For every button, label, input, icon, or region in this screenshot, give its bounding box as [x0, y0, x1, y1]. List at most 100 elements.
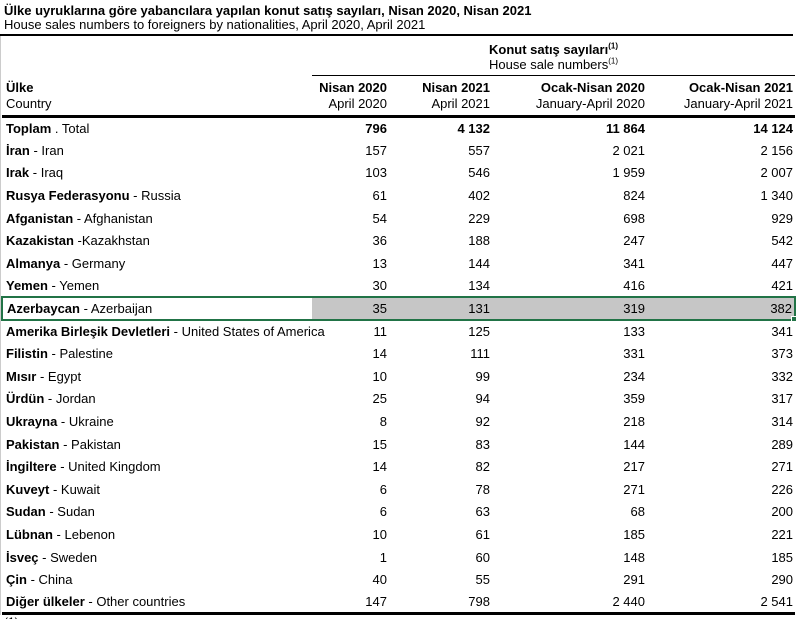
value-cell[interactable]: 55 [475, 572, 490, 588]
country-name-cell[interactable]: Çin - China [2, 568, 312, 591]
country-name-cell[interactable]: Ukrayna - Ukraine [2, 410, 312, 433]
value-cell[interactable]: 217 [623, 459, 645, 475]
value-cell[interactable]: 824 [623, 188, 645, 204]
column-header-nisan-2021[interactable]: Nisan 2021 April 2021 [389, 75, 492, 118]
value-cell[interactable]: 314 [647, 410, 795, 433]
country-name-cell[interactable]: Ürdün - Jordan [2, 388, 312, 411]
value-cell[interactable]: 2 440 [612, 594, 645, 610]
value-cell[interactable]: 221 [647, 523, 795, 546]
value-cell[interactable]: 10 [372, 368, 387, 384]
value-cell[interactable]: 317 [647, 388, 795, 411]
value-cell[interactable]: 542 [647, 229, 795, 252]
value-cell[interactable]: 148 [623, 549, 645, 565]
value-cell[interactable]: 134 [468, 277, 490, 293]
country-name-cell[interactable]: İngiltere - United Kingdom [2, 455, 312, 478]
value-cell[interactable]: 144 [623, 436, 645, 452]
value-cell[interactable]: 2 156 [647, 139, 795, 162]
value-cell[interactable]: 133 [623, 324, 645, 340]
value-cell[interactable]: 271 [623, 481, 645, 497]
value-cell[interactable]: 36 [372, 233, 387, 249]
group-header-cell[interactable]: Konut satış sayıları(1) House sale numbe… [312, 36, 796, 76]
value-cell[interactable]: 30 [372, 277, 387, 293]
value-cell[interactable]: 2 007 [647, 162, 795, 185]
value-cell[interactable]: 234 [623, 368, 645, 384]
value-cell[interactable]: 289 [647, 433, 795, 456]
country-name-cell[interactable]: İsveç - Sweden [2, 546, 312, 569]
value-cell[interactable]: 416 [623, 277, 645, 293]
value-cell[interactable]: 60 [475, 549, 490, 565]
value-cell[interactable]: 54 [372, 210, 387, 226]
value-cell[interactable]: 13 [372, 255, 387, 271]
country-name-cell[interactable]: Diğer ülkeler - Other countries [2, 591, 312, 614]
column-header-ocak-nisan-2020[interactable]: Ocak-Nisan 2020 January-April 2020 [492, 75, 647, 118]
value-cell[interactable]: 83 [475, 436, 490, 452]
country-name-cell[interactable]: Pakistan - Pakistan [2, 433, 312, 456]
country-name-cell[interactable]: Kuveyt - Kuwait [2, 478, 312, 501]
value-cell[interactable]: 157 [365, 142, 387, 158]
value-cell[interactable]: 331 [623, 346, 645, 362]
value-cell[interactable]: 2 541 [647, 591, 795, 614]
value-cell[interactable]: 35 [312, 296, 389, 321]
value-cell[interactable]: 10 [372, 526, 387, 542]
value-cell[interactable]: 68 [630, 504, 645, 520]
value-cell[interactable]: 11 864 [605, 121, 645, 137]
value-cell[interactable]: 319 [492, 296, 647, 321]
value-cell[interactable]: 144 [468, 255, 490, 271]
value-cell[interactable]: 131 [389, 296, 492, 321]
value-cell[interactable]: 185 [647, 546, 795, 569]
country-header-cell[interactable]: Ülke Country [2, 75, 312, 118]
value-cell[interactable]: 291 [623, 572, 645, 588]
value-cell[interactable]: 188 [468, 233, 490, 249]
value-cell[interactable]: 373 [647, 342, 795, 365]
value-cell[interactable]: 2 021 [612, 142, 645, 158]
value-cell[interactable]: 1 340 [647, 184, 795, 207]
value-cell[interactable]: 6 [379, 481, 387, 497]
value-cell[interactable]: 382 [647, 296, 798, 322]
country-name-cell[interactable]: Irak - Iraq [2, 162, 312, 185]
value-cell[interactable]: 99 [475, 368, 490, 384]
country-name-cell[interactable]: Rusya Federasyonu - Russia [2, 184, 312, 207]
value-cell[interactable]: 11 [373, 324, 388, 340]
value-cell[interactable]: 103 [365, 165, 387, 181]
value-cell[interactable]: 8 [379, 414, 387, 430]
country-name-cell[interactable]: Mısır - Egypt [2, 365, 312, 388]
value-cell[interactable]: 15 [372, 436, 387, 452]
value-cell[interactable]: 1 959 [612, 165, 645, 181]
value-cell[interactable]: 557 [468, 142, 490, 158]
fill-handle[interactable] [791, 315, 798, 322]
value-cell[interactable]: 796 [365, 121, 387, 137]
value-cell[interactable]: 359 [623, 391, 645, 407]
value-cell[interactable]: 218 [623, 414, 645, 430]
value-cell[interactable]: 798 [468, 594, 490, 610]
value-cell[interactable]: 40 [372, 572, 387, 588]
value-cell[interactable]: 447 [647, 252, 795, 275]
value-cell[interactable]: 271 [647, 455, 795, 478]
value-cell[interactable]: 226 [647, 478, 795, 501]
column-header-nisan-2020[interactable]: Nisan 2020 April 2020 [312, 75, 389, 118]
value-cell[interactable]: 402 [468, 188, 490, 204]
value-cell[interactable]: 546 [468, 165, 490, 181]
value-cell[interactable]: 61 [475, 526, 490, 542]
value-cell[interactable]: 341 [647, 320, 795, 343]
value-cell[interactable]: 78 [475, 481, 490, 497]
value-cell[interactable]: 63 [475, 504, 490, 520]
value-cell[interactable]: 698 [623, 210, 645, 226]
country-name-cell[interactable]: Almanya - Germany [2, 252, 312, 275]
value-cell[interactable]: 1 [379, 549, 387, 565]
value-cell[interactable]: 92 [475, 414, 490, 430]
value-cell[interactable]: 290 [647, 568, 795, 591]
value-cell[interactable]: 929 [647, 207, 795, 230]
column-header-ocak-nisan-2021[interactable]: Ocak-Nisan 2021 January-April 2021 [647, 75, 796, 118]
country-name-cell[interactable]: Azerbaycan - Azerbaijan [1, 296, 312, 321]
value-cell[interactable]: 61 [372, 188, 387, 204]
country-name-cell[interactable]: Kazakistan -Kazakhstan [2, 229, 312, 252]
value-cell[interactable]: 341 [623, 255, 645, 271]
value-cell[interactable]: 14 [372, 346, 387, 362]
value-cell[interactable]: 6 [379, 504, 387, 520]
value-cell[interactable]: 25 [372, 391, 387, 407]
value-cell[interactable]: 125 [468, 324, 490, 340]
value-cell[interactable]: 247 [623, 233, 645, 249]
value-cell[interactable]: 94 [475, 391, 490, 407]
country-name-cell[interactable]: Amerika Birleşik Devletleri - United Sta… [2, 320, 325, 343]
value-cell[interactable]: 4 132 [457, 121, 490, 137]
